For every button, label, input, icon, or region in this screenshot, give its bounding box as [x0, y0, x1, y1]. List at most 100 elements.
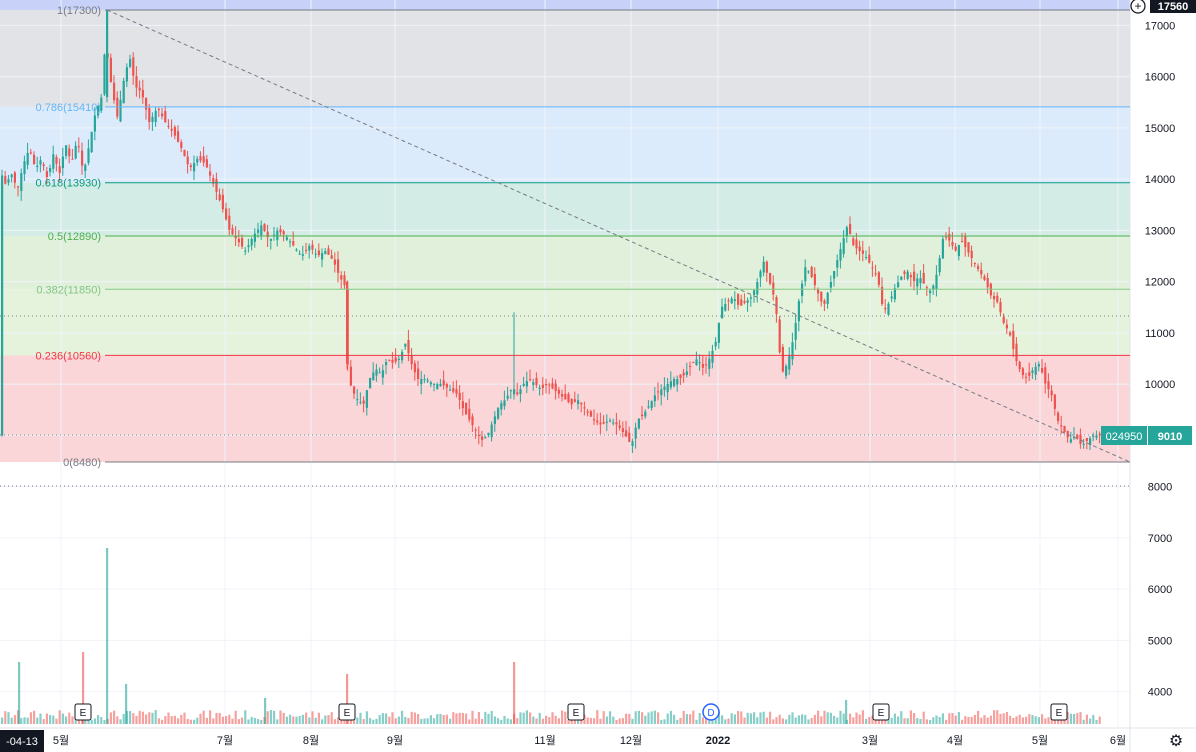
volume-bar	[663, 719, 666, 724]
fib-level-label: 1(17300)	[57, 5, 101, 17]
volume-bar	[586, 717, 589, 724]
candle-body	[1012, 330, 1015, 350]
candle-body	[449, 389, 452, 391]
candle-body	[513, 389, 516, 395]
volume-bar	[817, 710, 820, 724]
candle-body	[589, 411, 592, 417]
volume-bar	[1037, 717, 1040, 724]
candle-body	[10, 174, 13, 178]
fib-level-label: 0.382(11850)	[36, 284, 101, 296]
volume-bar	[109, 712, 112, 724]
candle-body	[1076, 434, 1079, 439]
candle-body	[807, 271, 810, 273]
volume-bar	[298, 715, 301, 724]
y-tick-label: 12000	[1145, 277, 1176, 289]
earnings-marker[interactable]	[74, 703, 92, 721]
x-tick-label: 3월	[862, 734, 878, 747]
time-axis[interactable]: 5월 7월 8월 9월 11월 12월 2022 3월 4월 5월 6월	[53, 734, 1126, 747]
add-plus-button[interactable]: +	[1130, 0, 1146, 14]
candle-body	[605, 421, 608, 423]
candle-body	[234, 235, 237, 239]
candle-body	[426, 380, 429, 382]
volume-bar	[682, 710, 685, 724]
volume-bar	[423, 718, 426, 724]
volume-bar	[404, 716, 407, 724]
candle-body	[1095, 435, 1098, 438]
candle-body	[244, 250, 247, 252]
candle-body	[410, 355, 413, 365]
volume-bar	[826, 712, 829, 724]
candle-body	[641, 414, 644, 417]
volume-bar	[951, 713, 954, 724]
start-date-label: -04-13	[6, 736, 38, 748]
candle-body	[609, 420, 612, 422]
volume-bar	[90, 719, 93, 724]
candle-body	[791, 342, 794, 360]
candle-body	[253, 233, 256, 242]
volume-bar	[410, 711, 413, 724]
y-tick-label: 10000	[1145, 379, 1176, 391]
candle-body	[151, 116, 154, 122]
candle-body	[602, 422, 605, 424]
volume-bar	[788, 714, 791, 724]
volume-bar	[983, 715, 986, 724]
candle-body	[378, 372, 381, 374]
fib-zone	[0, 106, 1130, 183]
volume-bar	[1015, 716, 1018, 724]
candle-body	[429, 382, 432, 385]
candle-body	[359, 402, 362, 404]
y-tick-label: 11000	[1145, 328, 1175, 340]
dividend-marker[interactable]	[702, 703, 720, 721]
candle-body	[228, 215, 231, 230]
volume-bar	[804, 714, 807, 724]
candle-body	[823, 300, 826, 304]
fibonacci-zones	[0, 0, 1130, 462]
volume-bar	[701, 717, 704, 724]
candle-body	[625, 430, 628, 437]
volume-bar	[567, 719, 570, 724]
volume-bar	[641, 712, 644, 724]
earnings-marker[interactable]	[567, 703, 585, 721]
volume-bar	[189, 719, 192, 724]
earnings-marker[interactable]	[338, 703, 356, 721]
candle-body	[445, 384, 448, 388]
settings-gear-icon[interactable]: ⚙	[1169, 733, 1183, 750]
candle-body	[202, 156, 205, 163]
candle-body	[865, 257, 868, 258]
candle-body	[93, 115, 96, 132]
candle-body	[929, 290, 932, 294]
volume-bar	[13, 715, 16, 724]
candle-body	[295, 249, 298, 251]
candle-body	[119, 99, 122, 122]
volume-bar	[71, 716, 74, 724]
volume-bar	[212, 718, 215, 724]
volume-bar	[833, 715, 836, 724]
volume-bar	[836, 717, 839, 724]
volume-bar	[625, 713, 628, 724]
volume-bar	[593, 718, 596, 724]
volume-bar	[535, 718, 538, 724]
volume-bar	[996, 710, 999, 724]
candle-body	[628, 432, 631, 442]
candle-body	[100, 97, 103, 111]
candle-body	[132, 57, 135, 76]
earnings-marker[interactable]	[872, 703, 890, 721]
volume-bar	[346, 674, 349, 724]
candle-body	[477, 434, 480, 437]
earnings-marker[interactable]	[1050, 703, 1068, 721]
price-axis[interactable]: 17000 16000 15000 14000 13000 12000 11000 10000…	[1145, 20, 1176, 698]
volume-bar	[253, 717, 256, 724]
plus-icon: +	[1134, 0, 1141, 13]
volume-bar	[497, 718, 500, 724]
volume-bar	[999, 713, 1002, 724]
volume-bar	[1021, 717, 1024, 724]
volume-bar	[55, 718, 58, 724]
volume-bar	[29, 712, 32, 724]
candle-body	[61, 156, 64, 169]
candle-body	[945, 236, 948, 238]
candle-body	[199, 156, 202, 161]
candle-body	[71, 158, 74, 160]
trend-line[interactable]	[106, 9, 1131, 463]
candle-body	[218, 194, 221, 201]
